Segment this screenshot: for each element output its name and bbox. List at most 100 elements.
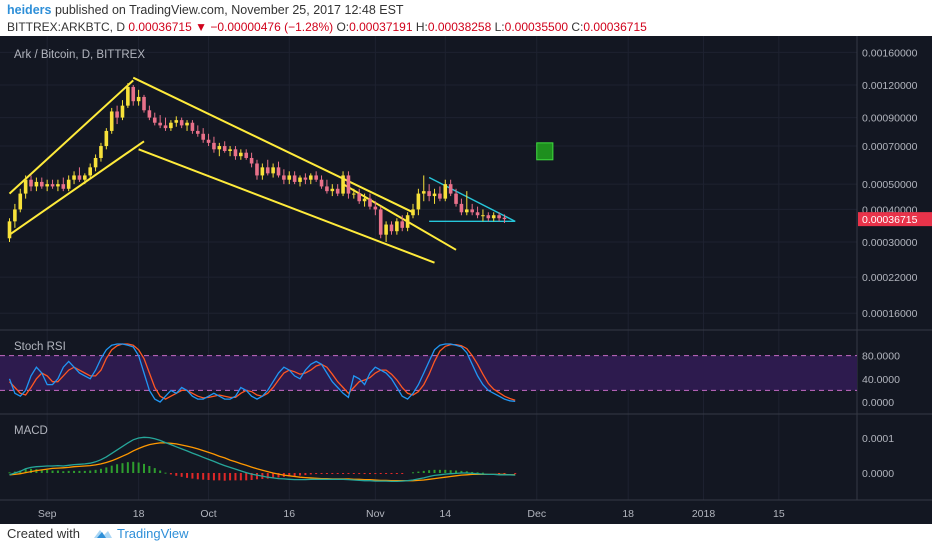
candle-body — [174, 120, 179, 123]
candle-body — [475, 212, 480, 216]
candle — [7, 218, 12, 242]
candle — [491, 212, 496, 222]
macd-histogram-bar — [395, 473, 398, 474]
price-tick-label: 0.00016000 — [862, 308, 918, 320]
candle — [29, 175, 33, 192]
candle — [271, 163, 275, 178]
candle-body — [335, 188, 340, 194]
candle-body — [368, 198, 372, 207]
candle — [395, 218, 399, 235]
price-tick-label: 0.00022000 — [862, 272, 918, 284]
price-change: −0.00000476 (−1.28%) — [210, 20, 334, 34]
candle-body — [77, 175, 82, 180]
candle-body — [18, 193, 23, 210]
macd-histogram-bar — [465, 471, 468, 473]
candle — [120, 100, 125, 121]
candle — [470, 203, 474, 216]
low-label: L: — [494, 20, 505, 34]
macd-histogram-bar — [51, 470, 54, 473]
candle-body — [416, 193, 421, 210]
chart-background — [0, 36, 932, 524]
candle — [389, 221, 394, 235]
macd-histogram-bar — [503, 473, 506, 474]
candle — [373, 201, 378, 216]
macd-histogram-bar — [401, 473, 404, 474]
author-link[interactable]: heiders — [7, 3, 52, 17]
candle — [260, 163, 265, 180]
candle-body — [109, 111, 114, 131]
candle — [163, 117, 168, 131]
candle — [459, 198, 464, 216]
candle-body — [142, 96, 146, 111]
candle-body — [465, 209, 469, 213]
candle-body — [7, 221, 12, 239]
macd-histogram-bar — [514, 473, 517, 474]
candle-body — [448, 184, 453, 194]
macd-histogram-bar — [471, 471, 474, 473]
macd-tick-label: 0.0001 — [862, 433, 894, 445]
created-with-text: Created with — [7, 526, 80, 541]
stoch-k-line — [8, 343, 516, 403]
candle — [147, 105, 152, 121]
macd-histogram-bar — [212, 473, 215, 481]
macd-histogram-bar — [481, 472, 484, 474]
candle-body — [384, 224, 388, 235]
candle — [190, 120, 195, 134]
macd-histogram-bar — [368, 473, 371, 475]
candle — [158, 115, 162, 129]
candle — [405, 212, 410, 232]
candle-body — [45, 184, 49, 187]
candle-body — [201, 133, 205, 140]
price-tick-label: 0.00120000 — [862, 80, 918, 92]
macd-histogram-bar — [336, 473, 339, 474]
x-tick-label: 14 — [439, 508, 451, 520]
candle — [276, 161, 281, 178]
candle-body — [217, 146, 222, 150]
candle-body — [486, 215, 491, 219]
candle-body — [29, 179, 33, 187]
macd-histogram-bar — [379, 473, 382, 474]
price-tick-label: 0.00030000 — [862, 237, 918, 249]
macd-histogram-bar — [116, 464, 119, 473]
macd-histogram-bar — [89, 470, 92, 473]
candle — [357, 188, 361, 204]
candle — [265, 159, 270, 176]
x-tick-label: Sep — [38, 508, 57, 520]
candle — [421, 175, 426, 202]
trading-chart[interactable]: 0.00160000 0.00120000 0.00090000 0.00070000… — [0, 36, 932, 524]
candle — [23, 175, 28, 199]
candle-body — [421, 191, 426, 194]
candle-body — [459, 203, 464, 213]
macd-histogram-bar — [277, 473, 280, 478]
macd-histogram-bar — [223, 473, 226, 481]
macd-histogram-bar — [239, 473, 242, 481]
tradingview-brand[interactable]: TradingView — [117, 526, 189, 541]
candle-body — [481, 215, 485, 217]
macd-histogram-bar — [30, 468, 33, 473]
candle — [411, 203, 415, 219]
candle-body — [357, 193, 361, 202]
chart-title: Ark / Bitcoin, D, BITTREX — [14, 49, 145, 61]
macd-histogram-bar — [229, 473, 232, 481]
candle-body — [395, 221, 399, 232]
x-tick-label: 2018 — [692, 508, 716, 520]
candle-body — [298, 177, 302, 182]
candle-body — [378, 209, 383, 235]
candle — [255, 159, 259, 180]
candle-body — [233, 149, 238, 157]
last-price: 0.00036715 — [128, 20, 192, 34]
candle — [443, 179, 448, 202]
candle-body — [502, 217, 507, 220]
price-tick-label: 0.00070000 — [862, 141, 918, 153]
candle-body — [104, 130, 109, 147]
candle — [481, 209, 485, 222]
macd-histogram-bar — [40, 469, 43, 473]
candle-body — [61, 184, 66, 189]
macd-histogram-bar — [202, 473, 205, 480]
candle — [93, 154, 98, 172]
candle-body — [341, 175, 345, 194]
macd-histogram-bar — [99, 468, 102, 473]
macd-histogram-bar — [24, 469, 27, 473]
macd-histogram-bar — [196, 473, 199, 480]
candle — [142, 94, 146, 113]
